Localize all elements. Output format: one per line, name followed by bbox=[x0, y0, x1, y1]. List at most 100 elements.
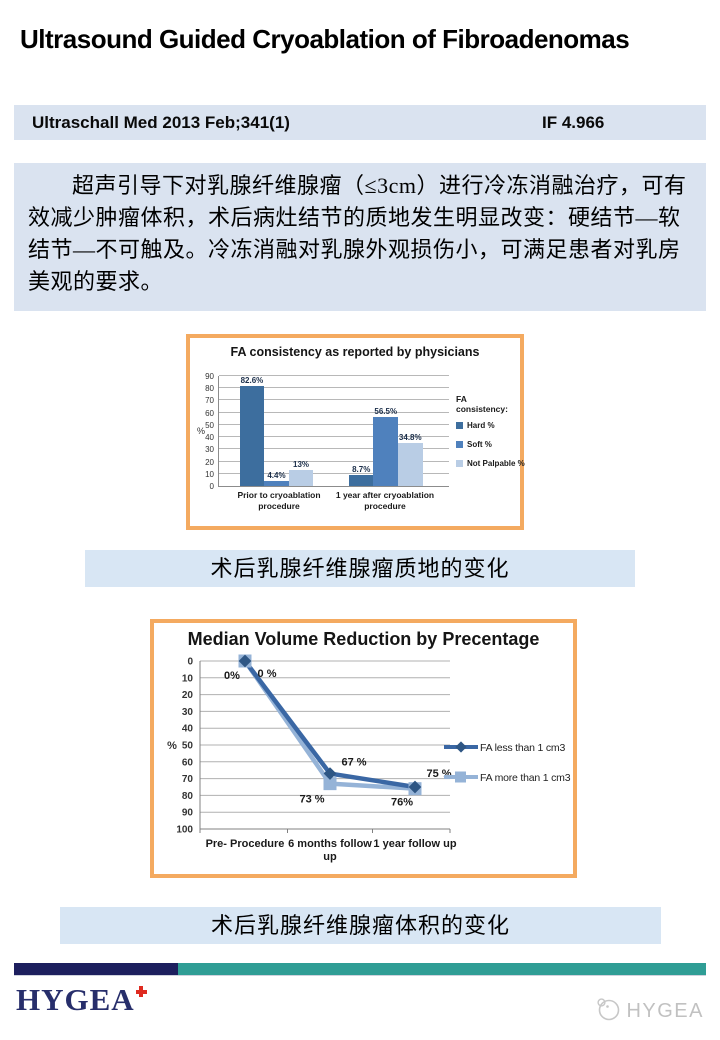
y-axis-tick-label: 20 bbox=[182, 690, 194, 701]
legend-marker-diamond bbox=[455, 741, 467, 753]
bar-chart-legend: FA consistency: Hard % Soft % Not Palpable … bbox=[456, 394, 525, 478]
y-axis-tick-label: 10 bbox=[182, 673, 194, 684]
legend-swatch bbox=[456, 422, 463, 429]
y-axis-tick-label: 60 bbox=[205, 408, 214, 418]
gridline bbox=[219, 460, 449, 462]
red-cross-icon bbox=[135, 986, 147, 997]
caption-volume: 术后乳腺纤维腺瘤体积的变化 bbox=[60, 907, 661, 944]
footer-rule bbox=[14, 963, 706, 976]
bar bbox=[348, 475, 374, 486]
bar-column: 13% bbox=[288, 376, 314, 486]
abstract-chinese: 超声引导下对乳腺纤维腺瘤（≤3cm）进行冷冻消融治疗，可有效减少肿瘤体积，术后病… bbox=[14, 163, 706, 311]
y-axis-tick-label: 30 bbox=[205, 445, 214, 455]
hygea-logo-text: HYGEA bbox=[16, 982, 135, 1017]
bar-group: 8.7% 56.5% 34.8% bbox=[348, 376, 423, 486]
x-axis-category-label-line: 1 year after cryoablation bbox=[335, 490, 435, 500]
x-axis-category-label-line: procedure bbox=[364, 500, 406, 511]
y-axis-tick-label: 0 bbox=[187, 657, 193, 668]
bar-column: 82.6% bbox=[239, 376, 265, 486]
bar-group: 82.6% 4.4% 13% bbox=[239, 376, 314, 486]
y-axis-tick-label: 70 bbox=[182, 774, 194, 785]
gridline bbox=[219, 448, 449, 450]
footer-rule-teal-segment bbox=[178, 963, 706, 975]
legend-label: Soft % bbox=[467, 440, 492, 449]
y-axis-tick-label: 100 bbox=[176, 825, 193, 836]
data-point-label: 73 % bbox=[299, 794, 324, 806]
bar-value-label: 82.6% bbox=[240, 376, 264, 385]
hygea-watermark-text: HYGEA bbox=[626, 1000, 704, 1022]
y-axis-title: % bbox=[167, 740, 177, 752]
legend-label: FA less than 1 cm3 bbox=[480, 742, 565, 754]
y-axis-tick-label: 20 bbox=[205, 457, 214, 467]
line-chart-figure: Median Volume Reduction by Precentage 0 10… bbox=[150, 619, 577, 878]
y-axis-tick-label: 90 bbox=[182, 808, 194, 819]
page-title: Ultrasound Guided Cryoablation of Fibroa… bbox=[20, 24, 630, 54]
bar-column: 4.4% bbox=[264, 376, 289, 486]
gridline bbox=[219, 387, 449, 389]
bar-column: 8.7% bbox=[348, 376, 374, 486]
legend-marker-square bbox=[455, 771, 466, 783]
y-axis-tick-label: 30 bbox=[182, 707, 194, 718]
bar-value-label: 56.5% bbox=[374, 406, 398, 416]
y-axis-tick-label: 10 bbox=[205, 469, 214, 479]
bar bbox=[398, 443, 423, 486]
legend-swatch bbox=[456, 441, 463, 448]
bar bbox=[239, 386, 265, 486]
x-axis-category-label: 6 months follow bbox=[288, 838, 372, 850]
gridline bbox=[219, 411, 449, 413]
y-axis-tick-label: 60 bbox=[182, 757, 194, 768]
y-axis-tick-label: 40 bbox=[205, 433, 214, 443]
gridline bbox=[219, 423, 449, 425]
legend-label: Hard % bbox=[467, 421, 495, 430]
data-point-label: 0 % bbox=[258, 668, 277, 680]
y-axis-tick-label: 40 bbox=[182, 724, 194, 735]
y-axis-tick-label: 90 bbox=[205, 372, 214, 381]
bar-value-label: 8.7% bbox=[352, 465, 371, 475]
y-axis-tick-label: 0 bbox=[209, 482, 214, 491]
y-axis-tick-label: 50 bbox=[205, 420, 214, 430]
bar bbox=[288, 470, 314, 486]
x-axis-category-label: Prior to cryoablation procedure bbox=[214, 490, 344, 511]
data-point-label: 67 % bbox=[341, 757, 366, 769]
bar-value-label: 34.8% bbox=[398, 433, 422, 443]
line-chart-title: Median Volume Reduction by Precentage bbox=[187, 629, 540, 649]
legend-title: FA consistency: bbox=[456, 394, 508, 414]
bar bbox=[264, 480, 289, 486]
data-point-label: 0% bbox=[224, 670, 240, 682]
legend-item: Not Palpable % bbox=[456, 459, 525, 468]
hygea-emblem-icon bbox=[595, 996, 621, 1027]
bar-chart-plot-area: 0 10 20 30 40 50 60 70 80 90 82.6% 4.4% 13% 8.7% 56.5%… bbox=[205, 372, 449, 491]
data-point-label: 76% bbox=[391, 797, 413, 809]
legend-label: FA more than 1 cm3 bbox=[480, 772, 571, 784]
x-axis-category-label-line: procedure bbox=[258, 500, 300, 511]
x-axis-category-label-line: Prior to cryoablation bbox=[237, 490, 321, 500]
legend-label: Not Palpable % bbox=[467, 459, 525, 468]
gridline bbox=[219, 399, 449, 401]
bar bbox=[373, 416, 398, 486]
y-axis-tick-label: 80 bbox=[205, 384, 214, 394]
bar-value-label: 4.4% bbox=[267, 470, 286, 480]
x-axis-category-label: Pre- Procedure bbox=[206, 838, 285, 850]
hygea-watermark: HYGEA bbox=[595, 996, 704, 1027]
bar-column: 34.8% bbox=[398, 376, 423, 486]
caption-consistency: 术后乳腺纤维腺瘤质地的变化 bbox=[85, 550, 635, 587]
bar-column: 56.5% bbox=[373, 376, 398, 486]
x-axis-category-label: up bbox=[323, 851, 337, 863]
bar-chart-figure: FA consistency as reported by physicians… bbox=[186, 334, 525, 530]
journal-bar: Ultraschall Med 2013 Feb;341(1) IF 4.966 bbox=[14, 105, 706, 140]
marker-square bbox=[323, 777, 337, 791]
hygea-logo: HYGEA bbox=[16, 982, 147, 1018]
legend-item: Hard % bbox=[456, 421, 520, 430]
bar-value-label: 13% bbox=[293, 460, 310, 470]
gridline bbox=[219, 472, 449, 474]
journal-citation: Ultraschall Med 2013 Feb;341(1) bbox=[32, 112, 290, 132]
gridline bbox=[219, 375, 449, 376]
y-axis-tick-label: 50 bbox=[182, 741, 194, 752]
y-axis-tick-label: 80 bbox=[182, 791, 194, 802]
impact-factor: IF 4.966 bbox=[542, 112, 605, 132]
x-axis-category-label: 1 year follow up bbox=[373, 838, 456, 850]
y-axis-tick-label: 70 bbox=[205, 396, 214, 406]
legend-swatch bbox=[456, 460, 463, 467]
